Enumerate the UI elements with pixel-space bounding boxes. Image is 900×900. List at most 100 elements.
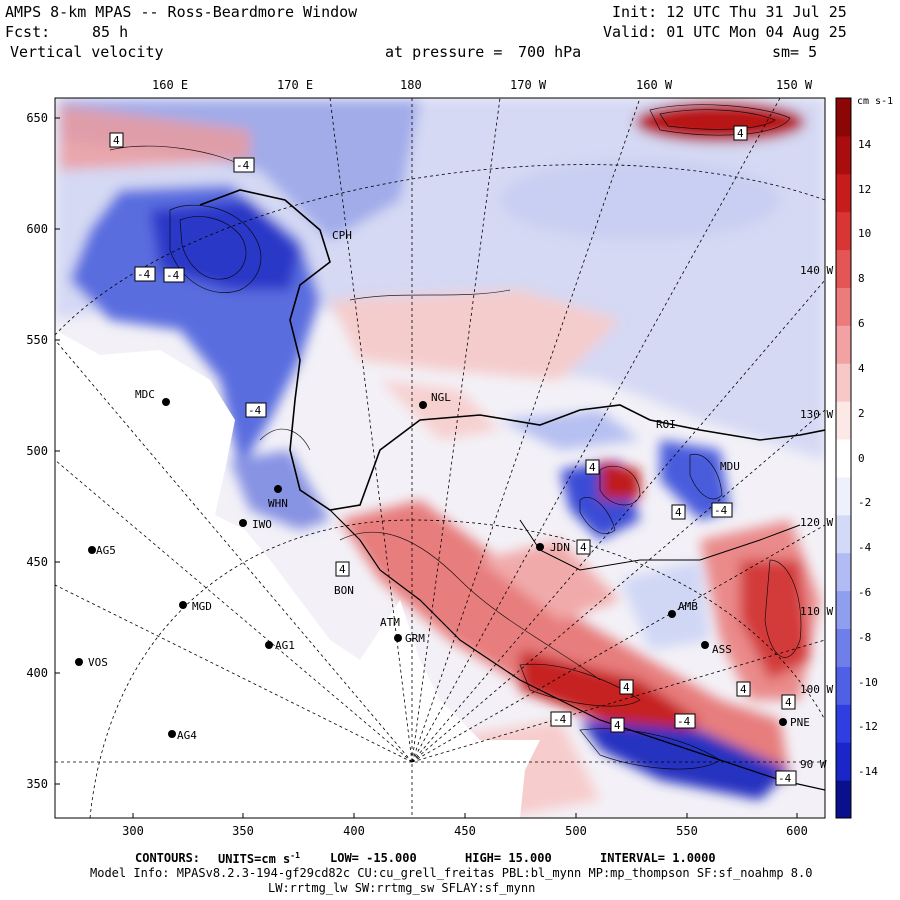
valid-time: Valid: 01 UTC Mon 04 Aug 25	[603, 23, 847, 41]
svg-text:4: 4	[737, 127, 744, 140]
colorbar-segment	[836, 135, 851, 175]
colorbar	[836, 98, 851, 819]
contour-box: 4	[576, 539, 591, 555]
station-dot-ass	[701, 641, 709, 649]
contour-box: 4	[733, 125, 748, 141]
bottom-tick-marks	[132, 813, 798, 818]
station-dot-amb	[668, 610, 676, 618]
svg-text:4: 4	[113, 134, 120, 147]
lon-label-90w: 90 W	[800, 758, 827, 771]
colorbar-segment	[836, 476, 851, 516]
station-dot-ngl	[419, 401, 427, 409]
colorbar-label: 2	[858, 407, 865, 420]
colorbar-segment	[836, 590, 851, 630]
station-label-jdn: JDN	[550, 541, 570, 554]
station-dot-iwo	[239, 519, 247, 527]
forecast-label: Fcst:	[5, 23, 51, 41]
left-tick-label: 550	[26, 333, 48, 347]
colorbar-segment	[836, 780, 851, 819]
contour-box: -4	[233, 157, 255, 173]
station-dot-pne	[779, 718, 787, 726]
plot-frame	[54, 97, 826, 819]
left-tick-label: 500	[26, 444, 48, 458]
variable-name: Vertical velocity	[10, 43, 164, 61]
station-dot-mdc	[162, 398, 170, 406]
bottom-tick-label: 300	[122, 824, 144, 838]
bottom-tick-label: 550	[676, 824, 698, 838]
colorbar-labels: 14 12 10 8 6 4 2 0 -2 -4 -6 -8 -10 -12 -…	[858, 138, 878, 778]
contour-box: -4	[134, 266, 156, 282]
station-dot-ag4	[168, 730, 176, 738]
colorbar-label: -12	[858, 720, 878, 733]
contour-box: 4	[335, 561, 350, 577]
station-label-vos: VOS	[88, 656, 108, 669]
colorbar-label: 4	[858, 362, 865, 375]
station-dot-vos	[75, 658, 83, 666]
right-lon-labels: 140 W 130 W 120 W 110 W 100 W 90 W	[800, 264, 833, 771]
colorbar-segment	[836, 514, 851, 554]
station-label-atm: ATM	[380, 616, 400, 629]
colorbar-label: 14	[858, 138, 872, 151]
left-tick-label: 350	[26, 777, 48, 791]
contour-labels: 4 -4 -4 -4 -4 4 4 4 4 -4 4 4 -4 4 4 -4 4…	[109, 125, 797, 786]
svg-text:-4: -4	[553, 713, 567, 726]
station-label-cph: CPH	[332, 229, 352, 242]
colorbar-segment	[836, 249, 851, 288]
svg-text:-4: -4	[137, 268, 151, 281]
colorbar-label: -8	[858, 631, 871, 644]
colorbar-label: -2	[858, 496, 871, 509]
station-dot-ag1	[265, 641, 273, 649]
svg-text:-4: -4	[236, 159, 250, 172]
station-label-bon: BON	[334, 584, 354, 597]
station-label-pne: PNE	[790, 716, 810, 729]
station-label-ag5: AG5	[96, 544, 116, 557]
bottom-tick-label: 400	[343, 824, 365, 838]
colorbar-segment	[836, 666, 851, 705]
station-dot-mgd	[179, 601, 187, 609]
contour-box: -4	[711, 502, 733, 518]
station-dot-whn	[274, 485, 282, 493]
top-tick-label: 160 E	[152, 78, 188, 92]
svg-text:-4: -4	[166, 269, 180, 282]
lon-label-120w: 120 W	[800, 516, 833, 529]
colorbar-segment	[836, 211, 851, 251]
station-label-iwo: IWO	[252, 518, 272, 531]
colorbar-label: 0	[858, 452, 865, 465]
top-tick-label: 160 W	[636, 78, 673, 92]
colorbar-segment	[836, 363, 851, 402]
init-time: Init: 12 UTC Thu 31 Jul 25	[612, 3, 847, 21]
colorbar-label: 12	[858, 183, 871, 196]
contours-label: CONTOURS:	[135, 851, 201, 865]
low-value: LOW= -15.000	[330, 851, 417, 865]
colorbar-segment	[836, 628, 851, 667]
model-info-line2: LW:rrtmg_lw SW:rrtmg_sw SFLAY:sf_mynn	[268, 881, 536, 895]
bottom-tick-label: 600	[786, 824, 808, 838]
station-label-grm: GRM	[405, 632, 425, 645]
contour-box: 4	[671, 504, 686, 520]
station-label-ngl: NGL	[431, 391, 451, 404]
contour-box: -4	[163, 267, 185, 283]
contour-box: -4	[674, 713, 696, 729]
bottom-tick-label: 450	[454, 824, 476, 838]
colorbar-label: 10	[858, 227, 871, 240]
left-tick-label: 450	[26, 555, 48, 569]
svg-text:-4: -4	[778, 772, 792, 785]
interval-value: INTERVAL= 1.0000	[600, 851, 716, 865]
contour-box: 4	[619, 679, 634, 695]
top-tick-label: 180	[400, 78, 422, 92]
station-label-whn: WHN	[268, 497, 288, 510]
forecast-hours: 85 h	[92, 23, 129, 41]
bottom-tick-label: 350	[232, 824, 254, 838]
bottom-tick-label: 500	[565, 824, 587, 838]
svg-text:4: 4	[614, 719, 621, 732]
colorbar-units: cm s-1	[857, 96, 893, 107]
lon-label-100w: 100 W	[800, 683, 833, 696]
colorbar-label: -4	[858, 541, 872, 554]
colorbar-label: -6	[858, 586, 871, 599]
station-labels: MDC WHN IWO AG5 MGD AG1 VOS AG4 GRM ATM …	[88, 229, 810, 742]
colorbar-label: 8	[858, 272, 865, 285]
left-tick-label: 600	[26, 222, 48, 236]
bottom-axis: 300 350 400 450 500 550 600	[122, 824, 808, 838]
svg-text:4: 4	[580, 541, 587, 554]
